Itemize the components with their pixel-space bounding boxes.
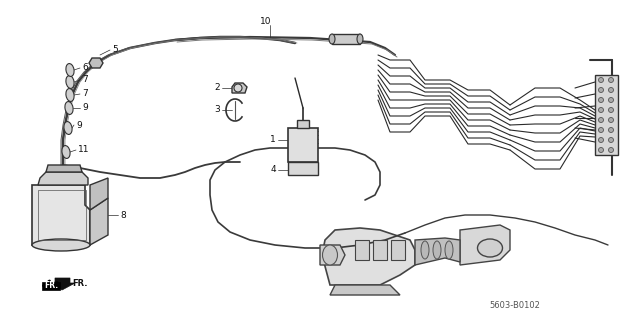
- Polygon shape: [90, 198, 108, 245]
- Polygon shape: [288, 162, 318, 175]
- Ellipse shape: [445, 241, 453, 259]
- Circle shape: [609, 87, 614, 93]
- Circle shape: [598, 117, 604, 122]
- Ellipse shape: [421, 241, 429, 259]
- Polygon shape: [460, 225, 510, 265]
- Polygon shape: [288, 128, 318, 162]
- Text: 7: 7: [82, 90, 88, 99]
- Polygon shape: [330, 285, 400, 295]
- Circle shape: [598, 108, 604, 113]
- Ellipse shape: [433, 241, 441, 259]
- Text: 2: 2: [214, 84, 220, 93]
- Circle shape: [598, 98, 604, 102]
- Polygon shape: [320, 245, 345, 265]
- Circle shape: [609, 108, 614, 113]
- Polygon shape: [297, 120, 309, 128]
- Ellipse shape: [66, 89, 74, 101]
- Polygon shape: [90, 178, 108, 210]
- Circle shape: [609, 78, 614, 83]
- Polygon shape: [32, 185, 90, 245]
- Text: 10: 10: [260, 18, 272, 26]
- Polygon shape: [391, 240, 405, 260]
- Circle shape: [598, 128, 604, 132]
- Polygon shape: [89, 58, 103, 68]
- Text: 3: 3: [214, 106, 220, 115]
- Polygon shape: [322, 228, 415, 285]
- Text: 1: 1: [270, 136, 276, 145]
- Ellipse shape: [329, 34, 335, 44]
- Circle shape: [609, 147, 614, 152]
- Polygon shape: [46, 165, 82, 172]
- Text: 5: 5: [112, 44, 118, 54]
- Circle shape: [609, 137, 614, 143]
- Circle shape: [598, 78, 604, 83]
- Ellipse shape: [477, 239, 502, 257]
- Text: 11: 11: [78, 145, 90, 154]
- Polygon shape: [38, 172, 88, 185]
- Text: 7: 7: [82, 76, 88, 85]
- Ellipse shape: [32, 239, 90, 251]
- Ellipse shape: [323, 245, 337, 265]
- Ellipse shape: [64, 122, 72, 134]
- Text: 5603-B0102: 5603-B0102: [490, 300, 540, 309]
- Text: FR.: FR.: [44, 281, 58, 291]
- Polygon shape: [595, 75, 618, 155]
- Text: 8: 8: [120, 211, 125, 219]
- Circle shape: [234, 84, 242, 92]
- Circle shape: [598, 87, 604, 93]
- Circle shape: [609, 128, 614, 132]
- Polygon shape: [232, 83, 247, 93]
- Polygon shape: [415, 238, 460, 265]
- Ellipse shape: [357, 34, 363, 44]
- Text: FR.: FR.: [72, 278, 88, 287]
- Circle shape: [609, 117, 614, 122]
- Ellipse shape: [62, 145, 70, 159]
- Circle shape: [609, 98, 614, 102]
- Ellipse shape: [66, 63, 74, 77]
- Polygon shape: [50, 278, 75, 290]
- Text: 6: 6: [82, 63, 88, 72]
- Text: 9: 9: [76, 121, 82, 130]
- Ellipse shape: [66, 76, 74, 88]
- Text: 9: 9: [82, 103, 88, 113]
- Circle shape: [598, 137, 604, 143]
- Polygon shape: [373, 240, 387, 260]
- Circle shape: [598, 147, 604, 152]
- Polygon shape: [355, 240, 369, 260]
- Text: 4: 4: [270, 166, 276, 174]
- Ellipse shape: [65, 101, 73, 115]
- Polygon shape: [332, 34, 360, 44]
- Polygon shape: [42, 282, 60, 290]
